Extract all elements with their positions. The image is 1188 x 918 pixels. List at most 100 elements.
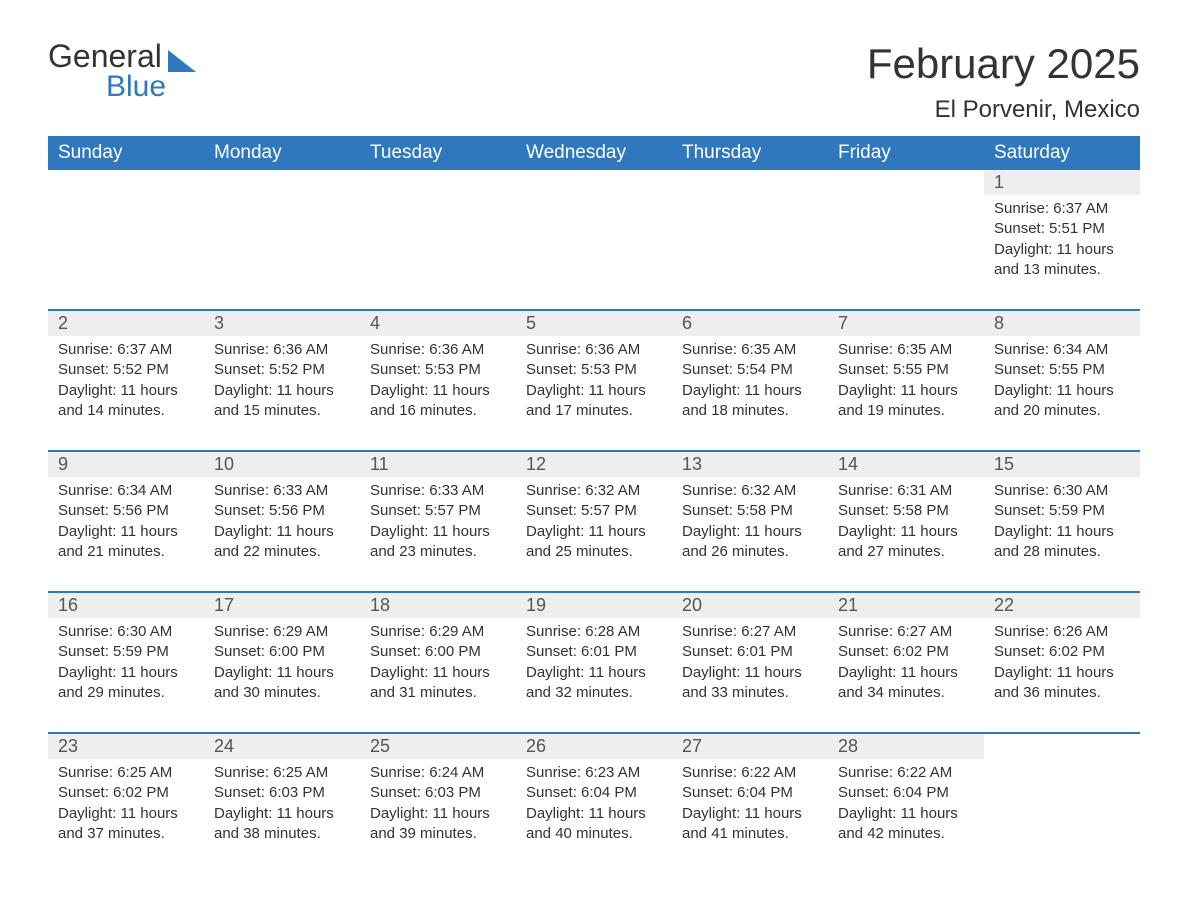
day-number: 26 [516,734,672,759]
day-details: Sunrise: 6:22 AMSunset: 6:04 PMDaylight:… [672,759,828,854]
day-number: 17 [204,593,360,618]
calendar-cell: 24Sunrise: 6:25 AMSunset: 6:03 PMDayligh… [204,734,360,874]
sunset-text: Sunset: 5:53 PM [526,360,662,380]
day-details: Sunrise: 6:32 AMSunset: 5:58 PMDaylight:… [672,477,828,572]
sunset-text: Sunset: 6:03 PM [214,783,350,803]
sunset-text: Sunset: 5:58 PM [838,501,974,521]
calendar-cell: 21Sunrise: 6:27 AMSunset: 6:02 PMDayligh… [828,593,984,733]
daylight-text: Daylight: 11 hours and 13 minutes. [994,240,1130,281]
sunset-text: Sunset: 5:55 PM [994,360,1130,380]
daylight-text: Daylight: 11 hours and 29 minutes. [58,663,194,704]
sunrise-text: Sunrise: 6:26 AM [994,622,1130,642]
day-number: 5 [516,311,672,336]
day-header: Thursday [672,136,828,170]
calendar-cell: 6Sunrise: 6:35 AMSunset: 5:54 PMDaylight… [672,311,828,451]
day-header: Monday [204,136,360,170]
day-number: 23 [48,734,204,759]
day-details: Sunrise: 6:30 AMSunset: 5:59 PMDaylight:… [984,477,1140,572]
sunrise-text: Sunrise: 6:25 AM [58,763,194,783]
sunset-text: Sunset: 6:02 PM [838,642,974,662]
calendar-cell [984,734,1140,874]
day-details [828,195,984,209]
daylight-text: Daylight: 11 hours and 41 minutes. [682,804,818,845]
day-number: 7 [828,311,984,336]
calendar-cell: 10Sunrise: 6:33 AMSunset: 5:56 PMDayligh… [204,452,360,592]
sunrise-text: Sunrise: 6:25 AM [214,763,350,783]
day-details: Sunrise: 6:22 AMSunset: 6:04 PMDaylight:… [828,759,984,854]
sunrise-text: Sunrise: 6:23 AM [526,763,662,783]
sunrise-text: Sunrise: 6:35 AM [838,340,974,360]
calendar-cell: 13Sunrise: 6:32 AMSunset: 5:58 PMDayligh… [672,452,828,592]
day-number: 11 [360,452,516,477]
day-number: 19 [516,593,672,618]
day-number: 15 [984,452,1140,477]
calendar-cell: 2Sunrise: 6:37 AMSunset: 5:52 PMDaylight… [48,311,204,451]
day-number: 20 [672,593,828,618]
sunset-text: Sunset: 5:58 PM [682,501,818,521]
sunset-text: Sunset: 5:54 PM [682,360,818,380]
calendar-week-row: 2Sunrise: 6:37 AMSunset: 5:52 PMDaylight… [48,311,1140,451]
sunrise-text: Sunrise: 6:28 AM [526,622,662,642]
calendar-cell [48,170,204,310]
sunset-text: Sunset: 6:03 PM [370,783,506,803]
daylight-text: Daylight: 11 hours and 23 minutes. [370,522,506,563]
daylight-text: Daylight: 11 hours and 42 minutes. [838,804,974,845]
day-number: 12 [516,452,672,477]
daylight-text: Daylight: 11 hours and 14 minutes. [58,381,194,422]
day-details: Sunrise: 6:37 AMSunset: 5:52 PMDaylight:… [48,336,204,431]
calendar-head: SundayMondayTuesdayWednesdayThursdayFrid… [48,136,1140,170]
title-block: February 2025 El Porvenir, Mexico [867,40,1140,124]
daylight-text: Daylight: 11 hours and 32 minutes. [526,663,662,704]
sunrise-text: Sunrise: 6:30 AM [58,622,194,642]
calendar-week-row: 23Sunrise: 6:25 AMSunset: 6:02 PMDayligh… [48,734,1140,874]
calendar-cell: 22Sunrise: 6:26 AMSunset: 6:02 PMDayligh… [984,593,1140,733]
day-number: 10 [204,452,360,477]
calendar-week-row: 16Sunrise: 6:30 AMSunset: 5:59 PMDayligh… [48,593,1140,733]
calendar-cell [672,170,828,310]
calendar-cell: 27Sunrise: 6:22 AMSunset: 6:04 PMDayligh… [672,734,828,874]
calendar-cell: 7Sunrise: 6:35 AMSunset: 5:55 PMDaylight… [828,311,984,451]
day-number: 24 [204,734,360,759]
sunrise-text: Sunrise: 6:32 AM [526,481,662,501]
sunrise-text: Sunrise: 6:30 AM [994,481,1130,501]
day-details [672,195,828,209]
daylight-text: Daylight: 11 hours and 27 minutes. [838,522,974,563]
day-number: 28 [828,734,984,759]
daylight-text: Daylight: 11 hours and 39 minutes. [370,804,506,845]
day-details: Sunrise: 6:28 AMSunset: 6:01 PMDaylight:… [516,618,672,713]
day-number: 8 [984,311,1140,336]
calendar-cell: 15Sunrise: 6:30 AMSunset: 5:59 PMDayligh… [984,452,1140,592]
sunrise-text: Sunrise: 6:32 AM [682,481,818,501]
day-number: 16 [48,593,204,618]
sunrise-text: Sunrise: 6:29 AM [214,622,350,642]
sunset-text: Sunset: 5:52 PM [58,360,194,380]
sunrise-text: Sunrise: 6:33 AM [370,481,506,501]
sunset-text: Sunset: 5:52 PM [214,360,350,380]
sunset-text: Sunset: 6:00 PM [370,642,506,662]
day-details: Sunrise: 6:36 AMSunset: 5:53 PMDaylight:… [360,336,516,431]
calendar-body: 1Sunrise: 6:37 AMSunset: 5:51 PMDaylight… [48,170,1140,874]
sunset-text: Sunset: 6:04 PM [682,783,818,803]
sunset-text: Sunset: 6:00 PM [214,642,350,662]
day-details: Sunrise: 6:26 AMSunset: 6:02 PMDaylight:… [984,618,1140,713]
sunset-text: Sunset: 6:01 PM [526,642,662,662]
sunrise-text: Sunrise: 6:36 AM [214,340,350,360]
day-details: Sunrise: 6:30 AMSunset: 5:59 PMDaylight:… [48,618,204,713]
calendar-cell: 20Sunrise: 6:27 AMSunset: 6:01 PMDayligh… [672,593,828,733]
sunset-text: Sunset: 5:53 PM [370,360,506,380]
location-subtitle: El Porvenir, Mexico [867,96,1140,124]
sunrise-text: Sunrise: 6:35 AM [682,340,818,360]
day-number: 3 [204,311,360,336]
sunrise-text: Sunrise: 6:27 AM [838,622,974,642]
calendar-cell: 5Sunrise: 6:36 AMSunset: 5:53 PMDaylight… [516,311,672,451]
calendar-cell: 16Sunrise: 6:30 AMSunset: 5:59 PMDayligh… [48,593,204,733]
calendar-cell: 1Sunrise: 6:37 AMSunset: 5:51 PMDaylight… [984,170,1140,310]
day-details: Sunrise: 6:23 AMSunset: 6:04 PMDaylight:… [516,759,672,854]
sunset-text: Sunset: 5:51 PM [994,219,1130,239]
day-header: Sunday [48,136,204,170]
sunrise-text: Sunrise: 6:31 AM [838,481,974,501]
day-number: 27 [672,734,828,759]
day-number: 6 [672,311,828,336]
sunset-text: Sunset: 5:56 PM [214,501,350,521]
calendar-table: SundayMondayTuesdayWednesdayThursdayFrid… [48,136,1140,874]
